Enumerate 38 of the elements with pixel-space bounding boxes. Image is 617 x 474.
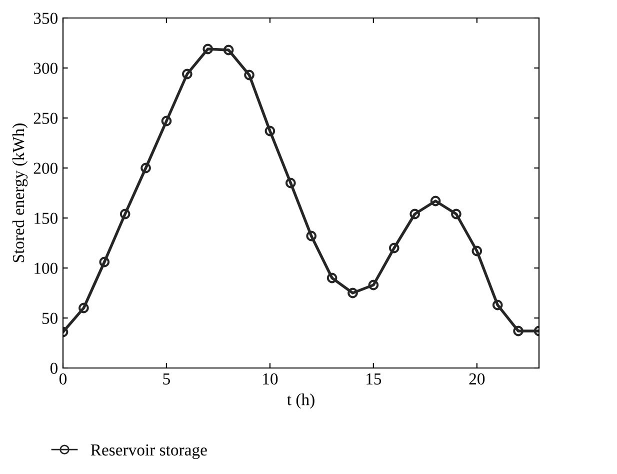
point <box>410 208 420 220</box>
x-axis-title: t (h) <box>287 394 314 409</box>
point <box>492 300 503 310</box>
y-tick-label: 300 <box>34 62 58 74</box>
legend-label: Reservoir storage <box>90 444 207 459</box>
point <box>472 246 482 256</box>
x-tick-label: 20 <box>469 373 485 385</box>
y-axis-title: Stored energy (kWh) <box>12 124 28 262</box>
y-tick-label: 250 <box>34 112 58 124</box>
x-tick-label: 10 <box>263 373 278 385</box>
point <box>202 44 214 54</box>
point <box>430 196 441 206</box>
x-tick-label: 5 <box>163 374 170 385</box>
point <box>285 178 296 188</box>
point <box>451 208 462 220</box>
point <box>244 70 254 80</box>
point <box>140 162 151 174</box>
y-tick-label: 0 <box>50 362 58 374</box>
point <box>348 288 358 298</box>
point <box>513 326 524 336</box>
point <box>388 242 400 254</box>
point <box>161 116 172 126</box>
y-tick-label: 50 <box>42 312 58 324</box>
point <box>182 68 192 80</box>
x-tick-label: 15 <box>366 373 382 385</box>
point <box>78 302 89 314</box>
y-tick-label: 350 <box>34 12 58 24</box>
y-tick-label: 150 <box>34 212 58 224</box>
point <box>264 126 276 136</box>
point <box>120 208 130 220</box>
point <box>223 44 234 56</box>
y-tick-label: 200 <box>34 162 58 174</box>
point <box>306 230 317 242</box>
x-tick-label: 0 <box>59 373 67 385</box>
point <box>99 256 110 268</box>
point <box>368 280 379 290</box>
y-tick-label: 100 <box>34 262 58 274</box>
point <box>326 272 338 284</box>
